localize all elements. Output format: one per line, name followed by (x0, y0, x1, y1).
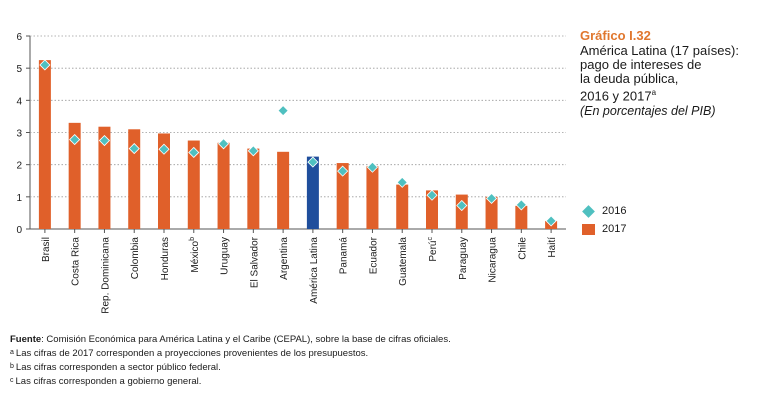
bars-2017 (38, 60, 558, 229)
square-icon (582, 223, 595, 235)
point-2016 (39, 59, 51, 71)
y-tick-label: 2 (16, 161, 22, 172)
point-2016 (277, 105, 289, 117)
x-tick-label: Panamá (339, 237, 350, 275)
y-tick-label: 4 (16, 96, 22, 107)
footnote-text: Las cifras corresponden a sector público… (15, 362, 221, 373)
bar-2017 (396, 184, 409, 229)
bar-2017 (158, 133, 170, 229)
bar-2017 (306, 156, 319, 229)
x-tick-label: Paraguay (458, 237, 469, 280)
bar-2017 (366, 166, 379, 229)
y-tick-label: 1 (16, 193, 22, 204)
figure-title-line: 2016 y 2017a (580, 86, 770, 103)
y-tick-label: 6 (16, 32, 22, 43)
x-tick-label: Méxicob (189, 237, 201, 273)
x-tick-label: Perúc (427, 237, 439, 262)
x-tick-label: América Latina (309, 237, 320, 304)
x-tick-label: Colombia (130, 237, 141, 280)
y-tick-label: 0 (16, 225, 22, 236)
x-tick-label: Nicaragua (488, 237, 499, 283)
diamonds-2016 (39, 59, 557, 227)
point-2016 (98, 134, 111, 147)
chart-notes: Fuente: Comisión Económica para América … (10, 333, 451, 388)
point-2016 (485, 192, 498, 205)
point-2016 (128, 143, 140, 155)
y-tick-label: 5 (16, 64, 22, 75)
footnote-mark: b (10, 363, 14, 370)
point-2016 (396, 176, 408, 188)
footnote-mark: a (10, 349, 14, 356)
x-axis-labels: Brasil Costa Rica Rep. Dominicana Colombia H… (41, 229, 558, 314)
x-tick-label: Costa Rica (71, 237, 82, 286)
bar-2017 (426, 190, 438, 229)
figure-title: América Latina (17 países): pago de inte… (580, 44, 770, 103)
y-tick-label: 3 (16, 129, 22, 140)
footnote: a Las cifras de 2017 corresponden a proye… (10, 346, 451, 360)
y-axis: 0 1 2 3 4 5 6 (16, 32, 566, 236)
footnote-text: Las cifras de 2017 corresponden a proyec… (15, 348, 369, 359)
bar-2017 (247, 148, 260, 229)
legend-label-2017: 2017 (602, 223, 627, 235)
x-tick-label: Argentina (279, 237, 290, 280)
footnote: b Las cifras corresponden a sector públic… (10, 360, 451, 374)
point-2016 (456, 199, 468, 212)
x-tick-label: El Salvador (249, 236, 260, 288)
footnote-text: Las cifras corresponden a gobierno gener… (15, 376, 202, 387)
x-tick-label: Uruguay (220, 237, 231, 275)
figure-subtitle: (En porcentajes del PIB) (580, 104, 716, 119)
bar-chart: 0 1 2 3 4 5 6 Brasil Costa Rica Rep. Dominicana C… (16, 32, 566, 314)
bar-2017 (217, 142, 230, 229)
bar-2017 (68, 122, 81, 229)
point-2016 (426, 189, 438, 201)
x-tick-label: Guatemala (398, 237, 409, 286)
x-tick-label: Brasil (41, 237, 52, 262)
figure-title-line: pago de intereses de (580, 57, 702, 72)
bar-2017 (455, 194, 468, 229)
point-2016 (188, 146, 200, 159)
bar-2017 (38, 60, 51, 229)
point-2016 (545, 215, 557, 227)
x-tick-footnote-mark: b (189, 237, 196, 241)
figure-label: Gráfico I.32 (580, 28, 651, 43)
figure-header: Gráfico I.32 América Latina (17 países):… (580, 28, 770, 119)
x-tick-label: Honduras (160, 237, 171, 280)
source-note: Fuente: Comisión Económica para América … (10, 333, 451, 346)
point-2016 (307, 156, 319, 168)
bar-2017 (336, 163, 349, 229)
legend-item-2017: 2017 (582, 221, 626, 237)
point-2016 (217, 138, 230, 150)
point-2016 (515, 199, 527, 211)
x-tick-label: Chile (517, 237, 528, 260)
legend-label-2016: 2016 (602, 205, 627, 217)
point-2016 (366, 161, 379, 173)
figure-title-footnote-mark: a (651, 88, 657, 97)
bar-2017 (277, 151, 290, 229)
footnote-mark: c (10, 377, 14, 384)
footnote: c Las cifras corresponden a gobierno gene… (10, 374, 451, 388)
figure-title-line: la deuda pública, (580, 71, 679, 86)
x-tick-footnote-mark: c (427, 237, 434, 241)
source-label: Fuente (10, 334, 42, 345)
point-2016 (69, 134, 81, 146)
x-tick-label: Haití (547, 237, 558, 258)
source-text: : Comisión Económica para América Latina… (41, 334, 451, 345)
bar-2017 (98, 126, 111, 229)
diamond-icon (582, 204, 595, 218)
point-2016 (158, 143, 170, 155)
point-2016 (247, 145, 259, 157)
chart-legend: 2016 2017 (582, 203, 626, 239)
x-tick-label: Ecuador (368, 236, 379, 274)
x-tick-label-text: México (190, 240, 201, 272)
figure-title-line: América Latina (17 países): (580, 43, 739, 58)
x-tick-label: Rep. Dominicana (100, 237, 111, 314)
bar-2017 (515, 205, 528, 229)
bar-2017 (187, 140, 200, 229)
x-tick-label-text: Perú (428, 241, 439, 262)
legend-item-2016: 2016 (582, 203, 626, 219)
figure-title-years: 2016 y 2017 (580, 88, 652, 104)
bar-2017 (485, 196, 498, 229)
point-2016 (337, 165, 349, 177)
bar-2017 (128, 129, 141, 229)
